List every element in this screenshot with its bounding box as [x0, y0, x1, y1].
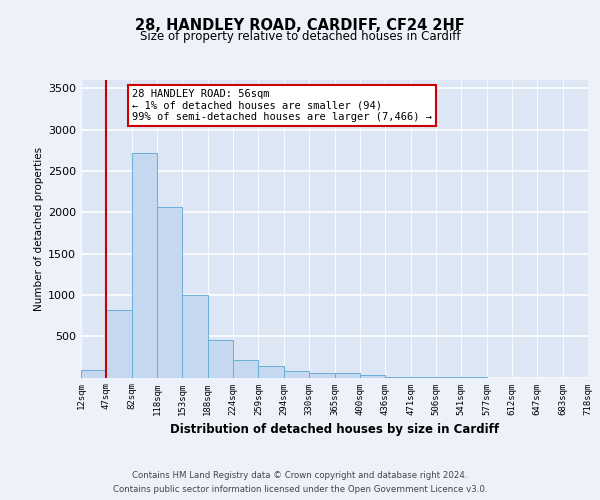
Bar — [259, 366, 284, 378]
Bar — [157, 208, 182, 378]
Bar — [385, 376, 410, 378]
Bar — [106, 310, 132, 378]
Bar — [81, 370, 106, 378]
X-axis label: Distribution of detached houses by size in Cardiff: Distribution of detached houses by size … — [170, 423, 499, 436]
Bar — [360, 374, 385, 378]
Bar — [309, 373, 335, 378]
Text: 28 HANDLEY ROAD: 56sqm
← 1% of detached houses are smaller (94)
99% of semi-deta: 28 HANDLEY ROAD: 56sqm ← 1% of detached … — [132, 89, 432, 122]
Bar — [208, 340, 233, 378]
Text: Contains public sector information licensed under the Open Government Licence v3: Contains public sector information licen… — [113, 484, 487, 494]
Bar — [182, 295, 208, 378]
Text: 28, HANDLEY ROAD, CARDIFF, CF24 2HF: 28, HANDLEY ROAD, CARDIFF, CF24 2HF — [135, 18, 465, 32]
Bar — [233, 360, 259, 378]
Text: Contains HM Land Registry data © Crown copyright and database right 2024.: Contains HM Land Registry data © Crown c… — [132, 472, 468, 480]
Bar — [284, 372, 309, 378]
Y-axis label: Number of detached properties: Number of detached properties — [34, 146, 44, 311]
Text: Size of property relative to detached houses in Cardiff: Size of property relative to detached ho… — [140, 30, 460, 43]
Bar — [132, 152, 157, 378]
Bar — [335, 373, 360, 378]
